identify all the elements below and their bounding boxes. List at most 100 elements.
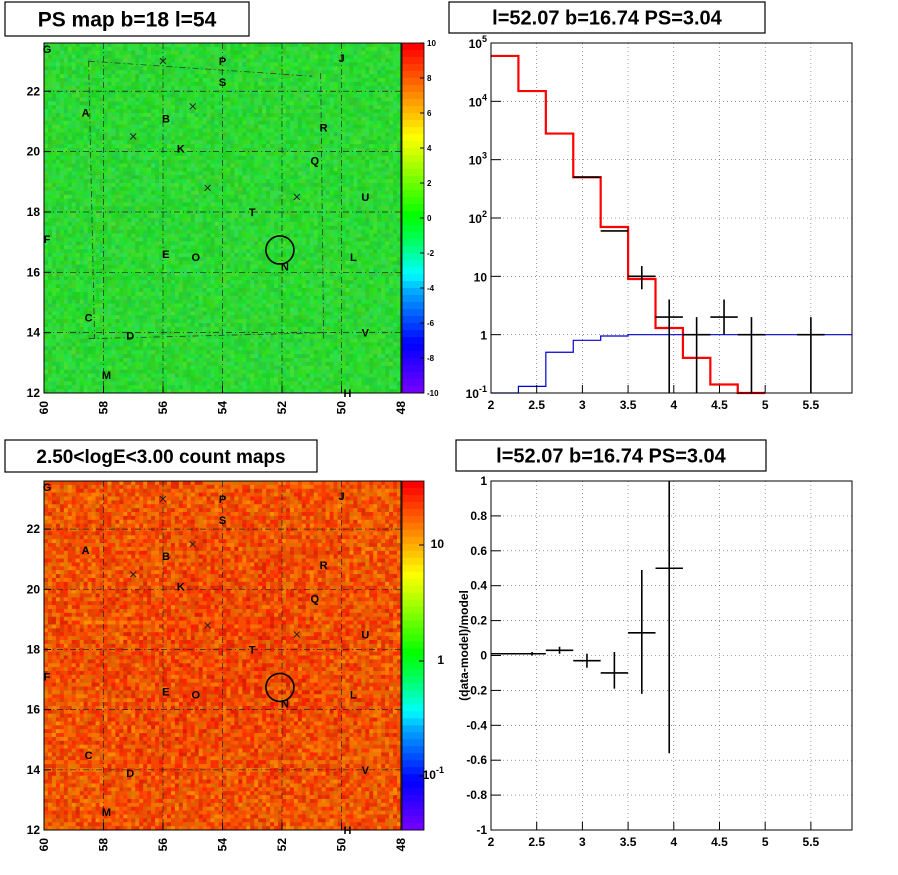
heatmap-cell <box>250 210 255 215</box>
heatmap-cell <box>202 186 208 192</box>
heatmap-cell <box>163 342 168 347</box>
heatmap-cell <box>166 323 172 328</box>
heatmap-cell <box>166 319 172 324</box>
heatmap-cell <box>198 50 204 56</box>
heatmap-cell <box>79 361 85 367</box>
heatmap-cell <box>198 128 204 133</box>
heatmap-cell <box>123 311 128 316</box>
heatmap-cell <box>170 109 176 114</box>
heatmap-cell <box>115 148 120 153</box>
heatmap-cell <box>226 85 231 91</box>
heatmap-cell <box>75 85 81 91</box>
heatmap-cell <box>226 249 231 254</box>
heatmap-cell <box>190 58 196 63</box>
heatmap-cell <box>194 171 200 176</box>
heatmap-cell <box>198 291 204 297</box>
heatmap-cell <box>234 307 239 312</box>
heatmap-cell <box>214 89 219 94</box>
heatmap-cell <box>83 144 89 149</box>
heatmap-cell <box>182 144 188 149</box>
heatmap-cell <box>139 210 144 215</box>
heatmap-cell <box>47 66 53 71</box>
heatmap-cell <box>166 307 172 312</box>
heatmap-cell <box>238 241 243 246</box>
heatmap-cell <box>178 229 184 234</box>
heatmap-cell <box>182 171 188 176</box>
heatmap-cell <box>139 233 144 238</box>
heatmap-cell <box>194 58 200 63</box>
heatmap-cell <box>234 194 239 199</box>
heatmap-cell <box>111 342 116 347</box>
heatmap-cell <box>47 338 53 343</box>
heatmap-cell <box>182 389 188 394</box>
heatmap-cell <box>79 319 85 324</box>
heatmap-cell <box>87 155 92 161</box>
heatmap-cell <box>67 50 73 56</box>
heatmap-cell <box>107 276 112 281</box>
heatmap-cell <box>151 256 156 262</box>
heatmap-cell <box>250 295 255 301</box>
heatmap-cell <box>51 101 57 106</box>
heatmap-cell <box>123 186 128 192</box>
heatmap-cell <box>131 354 136 359</box>
heatmap-cell <box>111 225 116 231</box>
heatmap-cell <box>83 315 89 320</box>
heatmap-cell <box>246 43 251 48</box>
heatmap-cell <box>91 369 96 374</box>
heatmap-cell <box>83 377 89 382</box>
heatmap-cell <box>135 268 140 273</box>
heatmap-cell <box>202 155 208 161</box>
heatmap-cell <box>238 253 243 258</box>
heatmap-cell <box>67 245 73 250</box>
heatmap-cell <box>127 214 132 219</box>
heatmap-cell <box>63 81 69 87</box>
heatmap-cell <box>123 151 128 157</box>
heatmap-cell <box>242 276 247 281</box>
heatmap-cell <box>230 159 235 164</box>
heatmap-cell <box>190 159 196 164</box>
heatmap-cell <box>79 350 85 355</box>
heatmap-cell <box>198 334 204 339</box>
heatmap-cell <box>79 93 85 98</box>
heatmap-cell <box>51 319 57 324</box>
heatmap-cell <box>95 256 100 262</box>
heatmap-cell <box>262 194 267 199</box>
heatmap-cell <box>214 159 219 164</box>
heatmap-cell <box>190 354 196 359</box>
heatmap-cell <box>79 163 85 168</box>
heatmap-cell <box>143 70 148 75</box>
heatmap-cell <box>71 186 77 192</box>
heatmap-cell <box>151 323 156 328</box>
heatmap-cell <box>163 54 168 59</box>
heatmap-cell <box>202 299 208 304</box>
heatmap-cell <box>258 159 263 164</box>
heatmap-cell <box>186 62 192 67</box>
heatmap-cell <box>254 253 259 258</box>
heatmap-cell <box>202 334 208 339</box>
heatmap-cell <box>250 225 255 231</box>
heatmap-cell <box>202 210 208 215</box>
heatmap-cell <box>174 268 180 273</box>
heatmap-cell <box>230 81 235 87</box>
heatmap-cell <box>186 218 192 223</box>
heatmap-cell <box>159 183 164 188</box>
heatmap-cell <box>250 58 255 63</box>
heatmap-cell <box>230 101 235 106</box>
heatmap-cell <box>218 132 223 137</box>
heatmap-cell <box>242 151 247 157</box>
heatmap-cell <box>202 101 208 106</box>
heatmap-cell <box>238 89 243 94</box>
heatmap-cell <box>250 214 255 219</box>
heatmap-cell <box>214 183 219 188</box>
heatmap-cell <box>238 85 243 91</box>
heatmap-cell <box>143 101 148 106</box>
heatmap-cell <box>186 163 192 168</box>
heatmap-cell <box>214 365 219 371</box>
heatmap-cell <box>67 330 73 336</box>
heatmap-cell <box>95 70 100 75</box>
heatmap-cell <box>115 233 120 238</box>
heatmap-cell <box>143 183 148 188</box>
heatmap-cell <box>131 241 136 246</box>
heatmap-cell <box>226 66 231 71</box>
heatmap-cell <box>79 373 85 378</box>
